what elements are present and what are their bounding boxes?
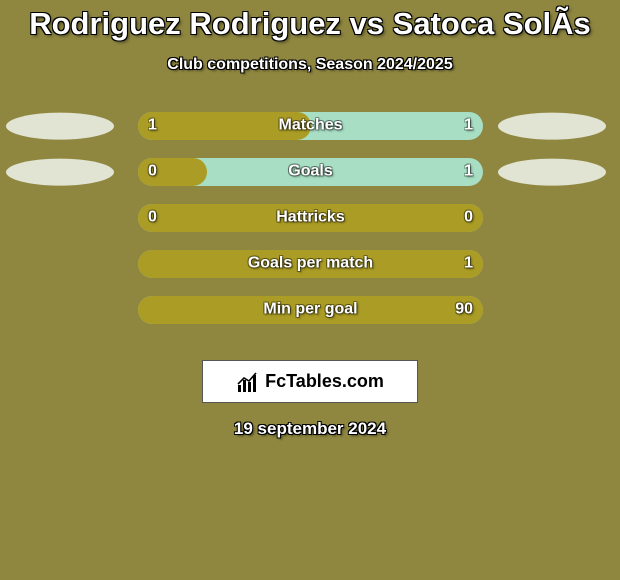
chart-bars-icon [236,371,260,393]
stat-bar-track: 11Matches [138,112,483,140]
stat-rows: 11Matches 01Goals 00Hattricks 1Goals per ma… [0,108,620,338]
stat-bar-track: 00Hattricks [138,204,483,232]
stat-bar-track: 1Goals per match [138,250,483,278]
player-right-ellipse [498,159,606,186]
stat-row: 00Hattricks [0,200,620,246]
stat-label: Matches [138,116,483,134]
stat-row: 90Min per goal [0,292,620,338]
stat-bar-track: 01Goals [138,158,483,186]
stat-label: Min per goal [138,300,483,318]
player-left-ellipse [6,113,114,140]
stat-row: 01Goals [0,154,620,200]
stat-row: 1Goals per match [0,246,620,292]
page-title: Rodriguez Rodriguez vs Satoca SolÃ­s [0,0,620,42]
stat-label: Hattricks [138,208,483,226]
stat-row: 11Matches [0,108,620,154]
comparison-infographic: Rodriguez Rodriguez vs Satoca SolÃ­s Clu… [0,0,620,580]
footer-date: 19 september 2024 [0,419,620,439]
stat-label: Goals [138,162,483,180]
player-right-ellipse [498,113,606,140]
stat-bar-track: 90Min per goal [138,296,483,324]
player-left-ellipse [6,159,114,186]
footer-logo-text: FcTables.com [265,371,384,392]
stat-label: Goals per match [138,254,483,272]
footer-logo: FcTables.com [202,360,418,403]
page-subtitle: Club competitions, Season 2024/2025 [0,56,620,74]
